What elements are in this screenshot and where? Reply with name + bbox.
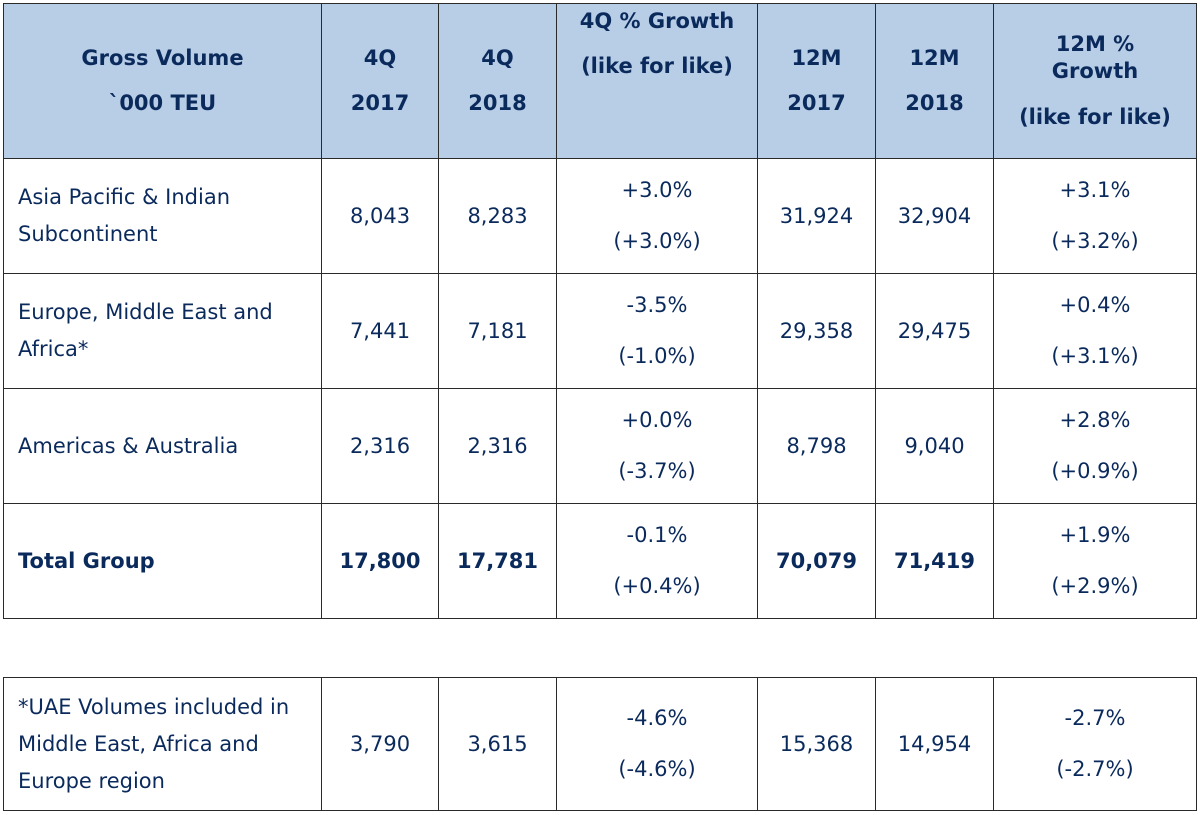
m12-2017-value: 70,079 [757,503,876,619]
q4-growth-cell: -4.6% (-4.6%) [556,677,758,811]
m12-2018-value: 32,904 [875,158,994,274]
q4-2017-value: 8,043 [321,158,439,274]
q4-2018-value: 3,615 [438,677,557,811]
m12-growth-cell: +1.9% (+2.9%) [993,503,1197,619]
header-4q-2017: 4Q 2017 [321,3,439,159]
header-row: Gross Volume `000 TEU 4Q 2017 4Q 2018 4Q % … [3,3,1197,159]
m12-2017-value: 8,798 [757,388,876,504]
region-label: *UAE Volumes included in Middle East, Af… [3,677,322,811]
m12-2017-value: 31,924 [757,158,876,274]
q4-2017-value: 2,316 [321,388,439,504]
q4-2017-value: 3,790 [321,677,439,811]
q4-2018-value: 2,316 [438,388,557,504]
q4-growth-cell: +3.0% (+3.0%) [556,158,758,274]
table-row: Asia Pacific & Indian Subcontinent 8,043… [3,158,1197,274]
m12-2017-value: 15,368 [757,677,876,811]
q4-growth-cell: -3.5% (-1.0%) [556,273,758,389]
region-label: Americas & Australia [3,388,322,504]
q4-growth-cell: -0.1% (+0.4%) [556,503,758,619]
uae-table: *UAE Volumes included in Middle East, Af… [3,677,1197,811]
header-gross-volume: Gross Volume `000 TEU [3,3,322,159]
m12-growth-cell: +3.1% (+3.2%) [993,158,1197,274]
header-4q-growth: 4Q % Growth (like for like) [556,3,758,159]
header-4q-2018: 4Q 2018 [438,3,557,159]
uae-row: *UAE Volumes included in Middle East, Af… [3,677,1197,811]
m12-2017-value: 29,358 [757,273,876,389]
region-label: Europe, Middle East and Africa* [3,273,322,389]
total-row: Total Group 17,800 17,781 -0.1% (+0.4%) 7… [3,503,1197,619]
header-12m-2018: 12M 2018 [875,3,994,159]
m12-2018-value: 29,475 [875,273,994,389]
m12-2018-value: 9,040 [875,388,994,504]
table-row: Americas & Australia 2,316 2,316 +0.0% (-… [3,388,1197,504]
m12-2018-value: 14,954 [875,677,994,811]
q4-2017-value: 7,441 [321,273,439,389]
q4-2017-value: 17,800 [321,503,439,619]
q4-growth-cell: +0.0% (-3.7%) [556,388,758,504]
region-label: Total Group [3,503,322,619]
m12-2018-value: 71,419 [875,503,994,619]
header-12m-growth: 12M % Growth (like for like) [993,3,1197,159]
table-row: Europe, Middle East and Africa* 7,441 7,… [3,273,1197,389]
q4-2018-value: 7,181 [438,273,557,389]
m12-growth-cell: +2.8% (+0.9%) [993,388,1197,504]
header-12m-2017: 12M 2017 [757,3,876,159]
volume-table: Gross Volume `000 TEU 4Q 2017 4Q 2018 4Q % … [3,3,1197,619]
region-label: Asia Pacific & Indian Subcontinent [3,158,322,274]
m12-growth-cell: -2.7% (-2.7%) [993,677,1197,811]
m12-growth-cell: +0.4% (+3.1%) [993,273,1197,389]
q4-2018-value: 8,283 [438,158,557,274]
q4-2018-value: 17,781 [438,503,557,619]
